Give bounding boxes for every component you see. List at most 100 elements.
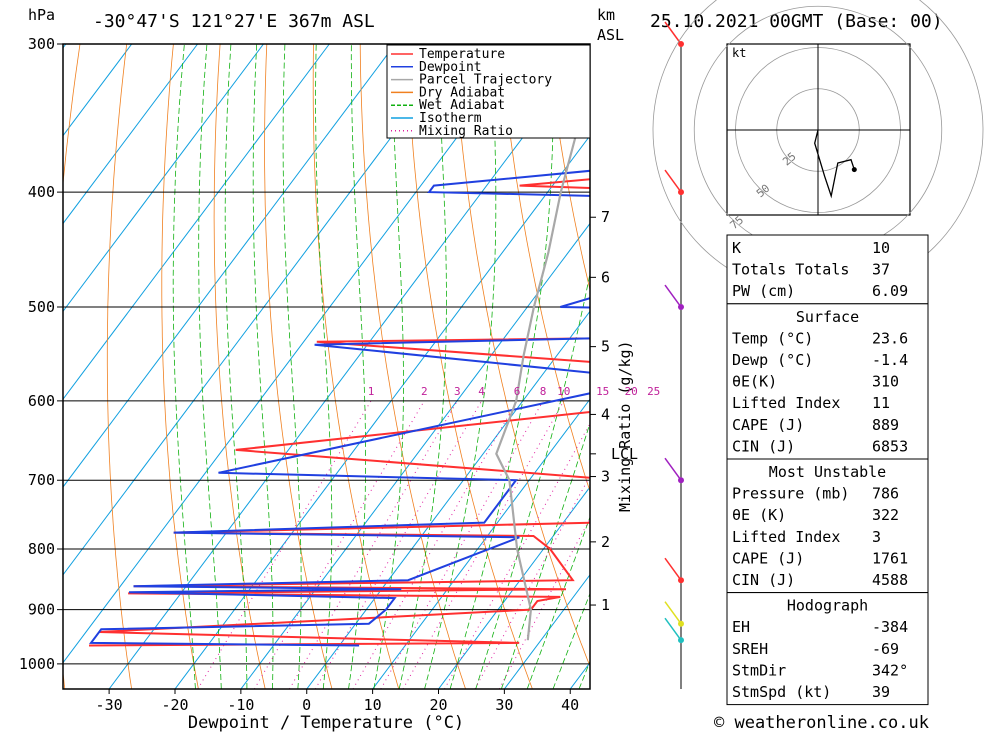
index-value: -384 xyxy=(872,618,908,636)
wind-barb xyxy=(665,458,681,480)
temperature-tick-label: 30 xyxy=(495,696,513,714)
temperature-tick-label: -20 xyxy=(161,696,188,714)
index-label: CAPE (J) xyxy=(732,549,804,567)
height-tick-label: 1 xyxy=(601,596,610,614)
temperature-tick-label: -30 xyxy=(96,696,123,714)
index-label: SREH xyxy=(732,640,768,658)
wet-adiabat-line xyxy=(399,44,446,689)
index-label: Pressure (mb) xyxy=(732,485,849,503)
index-label: CIN (J) xyxy=(732,437,795,455)
indices-block-title: Hodograph xyxy=(787,597,868,615)
height-tick-label: 6 xyxy=(601,268,610,286)
mixing-ratio-tick-label: 6 xyxy=(514,385,521,398)
pressure-tick-label: 300 xyxy=(28,35,55,53)
hodograph-point xyxy=(852,167,857,172)
mixing-ratio-tick-label: 8 xyxy=(540,385,547,398)
wind-level-dot xyxy=(678,577,684,583)
location-title: -30°47'S 121°27'E 367m ASL xyxy=(93,11,375,32)
mixing-ratio-tick-label: 25 xyxy=(647,385,660,398)
index-value: 23.6 xyxy=(872,329,908,347)
height-tick-label: 5 xyxy=(601,338,610,356)
index-value: 310 xyxy=(872,373,899,391)
pressure-unit-label: hPa xyxy=(28,6,55,24)
isotherm-line xyxy=(307,44,791,689)
mixing-ratio-axis-label: Mixing Ratio (g/kg) xyxy=(616,340,634,512)
wind-level-dot xyxy=(678,304,684,310)
temperature-axis: -30 -20 -10 0 10 20 30 40 xyxy=(96,689,580,714)
mixing-ratio-tick-label: 4 xyxy=(478,385,485,398)
wind-profile xyxy=(665,22,684,689)
height-tick-label: 7 xyxy=(601,208,610,226)
temperature-tick-label: 0 xyxy=(302,696,311,714)
dry-adiabat-line xyxy=(107,44,131,689)
dry-adiabat-line xyxy=(921,44,1000,689)
copyright: © weatheronline.co.uk xyxy=(714,713,929,733)
temperature-tick-label: 10 xyxy=(364,696,382,714)
pressure-tick-label: 600 xyxy=(28,392,55,410)
index-value: 1761 xyxy=(872,549,908,567)
dry-adiabat-line xyxy=(967,44,1000,689)
index-label: StmSpd (kt) xyxy=(732,683,831,701)
wind-barb xyxy=(665,170,681,192)
temperature-tick-label: 40 xyxy=(561,696,579,714)
hodograph-unit: kt xyxy=(732,46,746,60)
height-axis: 7 6 5 4 3 2 1 xyxy=(590,208,610,614)
index-value: 3 xyxy=(872,528,881,546)
index-value: 342° xyxy=(872,661,908,679)
index-label: θE(K) xyxy=(732,373,777,391)
index-label: StmDir xyxy=(732,661,786,679)
mixing-ratio-tick-label: 15 xyxy=(596,385,609,398)
dry-adiabat-line xyxy=(360,44,465,689)
index-label: CIN (J) xyxy=(732,571,795,589)
wet-adiabat-line xyxy=(527,44,743,689)
mixing-ratio-line xyxy=(353,401,517,689)
mixing-ratio-tick-label: 1 xyxy=(368,385,375,398)
index-value: 786 xyxy=(872,485,899,503)
legend-label: Mixing Ratio xyxy=(419,124,513,139)
index-value: 37 xyxy=(872,261,890,279)
temperature-tick-label: -10 xyxy=(227,696,254,714)
wind-level-dot xyxy=(678,477,684,483)
dry-adiabat-line xyxy=(51,44,81,689)
index-label: Dewp (°C) xyxy=(732,351,813,369)
isotherm-line xyxy=(0,44,66,689)
index-label: Lifted Index xyxy=(732,528,840,546)
mixing-ratio-tick-label: 3 xyxy=(454,385,461,398)
height-tick-label: 2 xyxy=(601,533,610,551)
wind-barb xyxy=(665,558,681,580)
index-value: 39 xyxy=(872,683,890,701)
wind-level-dot xyxy=(678,621,684,627)
mixing-ratio-tick-label: 10 xyxy=(557,385,570,398)
height-unit-bottom: ASL xyxy=(597,26,624,44)
index-label: Temp (°C) xyxy=(732,329,813,347)
index-value: 6853 xyxy=(872,437,908,455)
hodograph-ring-label: 75 xyxy=(728,213,747,231)
index-value: -1.4 xyxy=(872,351,908,369)
height-tick-label: 3 xyxy=(601,468,610,486)
pressure-tick-label: 900 xyxy=(28,601,55,619)
wind-barb xyxy=(665,285,681,307)
x-axis-label: Dewpoint / Temperature (°C) xyxy=(188,713,464,733)
index-label: CAPE (J) xyxy=(732,416,804,434)
wet-adiabat-line xyxy=(425,44,496,689)
pressure-tick-label: 800 xyxy=(28,540,55,558)
index-value: 10 xyxy=(872,239,890,257)
wind-level-dot xyxy=(678,637,684,643)
pressure-tick-label: 1000 xyxy=(19,655,55,673)
pressure-tick-label: 400 xyxy=(28,183,55,201)
temperature-tick-label: 20 xyxy=(429,696,447,714)
index-value: 889 xyxy=(872,416,899,434)
height-unit-top: km xyxy=(597,6,615,24)
pressure-tick-label: 500 xyxy=(28,298,55,316)
height-tick-label: 4 xyxy=(601,405,610,423)
index-value: 6.09 xyxy=(872,282,908,300)
indices-block-title: Surface xyxy=(796,308,859,326)
isotherm-line xyxy=(0,44,132,689)
index-value: -69 xyxy=(872,640,899,658)
index-label: EH xyxy=(732,618,750,636)
